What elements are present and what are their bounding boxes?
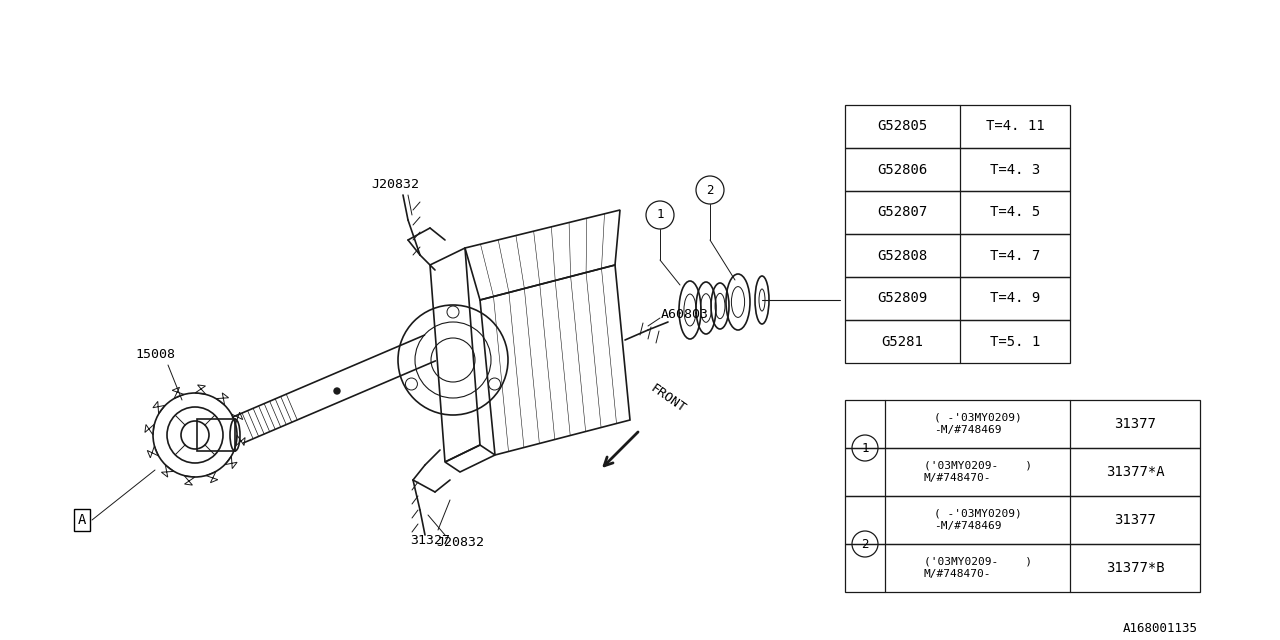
Text: ('03MY0209-    )
M/#748470-: ('03MY0209- ) M/#748470- [923,461,1032,483]
Text: G52809: G52809 [877,291,928,305]
Bar [197,419,236,451]
Circle shape [334,388,340,394]
Text: G52808: G52808 [877,248,928,262]
Text: T=4. 9: T=4. 9 [989,291,1041,305]
Text: 15008: 15008 [134,349,175,362]
Bar [845,105,1070,148]
Text: T=4. 11: T=4. 11 [986,120,1044,134]
Text: G52807: G52807 [877,205,928,220]
Text: T=5. 1: T=5. 1 [989,335,1041,349]
Text: G5281: G5281 [882,335,923,349]
Bar [845,448,1201,496]
Bar [845,234,1070,277]
Text: T=4. 5: T=4. 5 [989,205,1041,220]
Text: 31377: 31377 [1114,513,1156,527]
Text: 2: 2 [861,538,869,550]
Text: 31377*A: 31377*A [1106,465,1165,479]
Text: FRONT: FRONT [648,381,689,415]
Bar [845,320,1070,363]
Text: T=4. 7: T=4. 7 [989,248,1041,262]
Bar [845,191,1070,234]
Text: ( -'03MY0209)
-M/#748469: ( -'03MY0209) -M/#748469 [933,413,1021,435]
Text: 31377: 31377 [1114,417,1156,431]
Bar [845,496,1201,544]
Bar [845,148,1070,191]
Text: 2: 2 [707,184,714,196]
Text: J20832: J20832 [371,179,419,191]
Text: 1: 1 [657,209,664,221]
Text: A: A [78,513,86,527]
Text: 31327: 31327 [410,534,451,547]
Text: G52806: G52806 [877,163,928,177]
Text: J20832: J20832 [436,536,484,550]
Text: G52805: G52805 [877,120,928,134]
Text: 1: 1 [861,442,869,454]
Bar [845,400,1201,448]
Text: ( -'03MY0209)
-M/#748469: ( -'03MY0209) -M/#748469 [933,509,1021,531]
Text: 31377*B: 31377*B [1106,561,1165,575]
Bar [845,544,1201,592]
Text: ('03MY0209-    )
M/#748470-: ('03MY0209- ) M/#748470- [923,557,1032,579]
Text: A60803: A60803 [660,308,709,321]
Bar [845,277,1070,320]
Text: A168001135: A168001135 [1123,621,1198,634]
Text: T=4. 3: T=4. 3 [989,163,1041,177]
